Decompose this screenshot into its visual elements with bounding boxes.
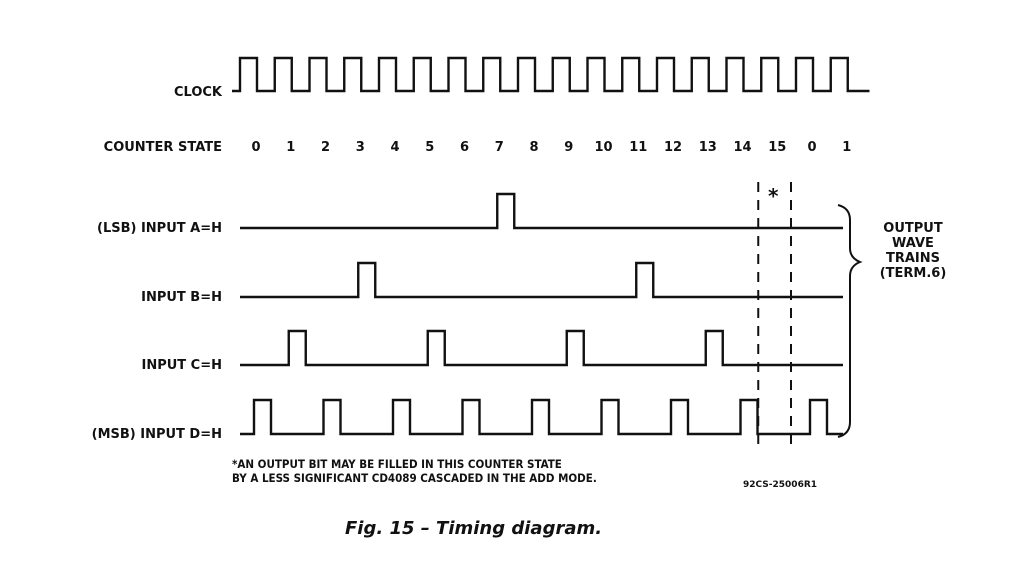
counter-state-2: 2 [321, 140, 330, 155]
footnote-line-2: BY A LESS SIGNIFICANT CD4089 CASCADED IN… [232, 471, 597, 485]
counter-state-13: 13 [699, 140, 717, 155]
counter-state-3: 3 [356, 140, 365, 155]
asterisk-marker: * [768, 184, 779, 208]
counter-state-14: 14 [733, 140, 751, 155]
counter-state-0: 0 [251, 140, 260, 155]
counter-state-4: 4 [390, 140, 399, 155]
signal-label-2: INPUT C=H [141, 358, 222, 373]
footnote-line-1: *AN OUTPUT BIT MAY BE FILLED IN THIS COU… [232, 457, 562, 471]
bracket-label-line-4: (TERM.6) [880, 266, 947, 281]
counter-state-12: 12 [664, 140, 682, 155]
signal-waveform-3 [240, 398, 843, 436]
signal-label-1: INPUT B=H [141, 290, 222, 305]
counter-state-10: 10 [594, 140, 612, 155]
signal-waveforms: (LSB) INPUT A=H INPUT B=H INPUT C=H (MSB) I… [92, 192, 843, 442]
counter-state-1: 1 [286, 140, 295, 155]
counter-state-17: 1 [842, 140, 851, 155]
counter-state-16: 0 [807, 140, 816, 155]
counter-state-9: 9 [564, 140, 573, 155]
signal-label-0: (LSB) INPUT A=H [97, 221, 222, 236]
output-bracket [837, 204, 863, 438]
counter-state-5: 5 [425, 140, 434, 155]
counter-state-label: COUNTER STATE [104, 140, 222, 155]
counter-state-7: 7 [495, 140, 504, 155]
bracket-label-line-1: OUTPUT [883, 221, 943, 236]
counter-state-6: 6 [460, 140, 469, 155]
counter-state-row: 0 1 2 3 4 5 6 7 8 9 10 11 12 13 14 15 0 1 [251, 140, 851, 155]
signal-label-3: (MSB) INPUT D=H [92, 427, 222, 442]
counter-state-11: 11 [629, 140, 647, 155]
clock-waveform [232, 56, 870, 93]
signal-waveform-1 [240, 261, 843, 299]
bracket-label-line-2: WAVE [892, 236, 934, 251]
bracket-label-line-3: TRAINS [886, 251, 940, 266]
figure-code: 92CS-25006R1 [743, 480, 817, 490]
counter-state-15: 15 [768, 140, 786, 155]
counter-state-8: 8 [529, 140, 538, 155]
figure-caption: Fig. 15 – Timing diagram. [345, 518, 602, 539]
signal-waveform-0 [240, 192, 843, 230]
signal-waveform-2 [240, 329, 843, 367]
clock-label: CLOCK [174, 85, 223, 100]
